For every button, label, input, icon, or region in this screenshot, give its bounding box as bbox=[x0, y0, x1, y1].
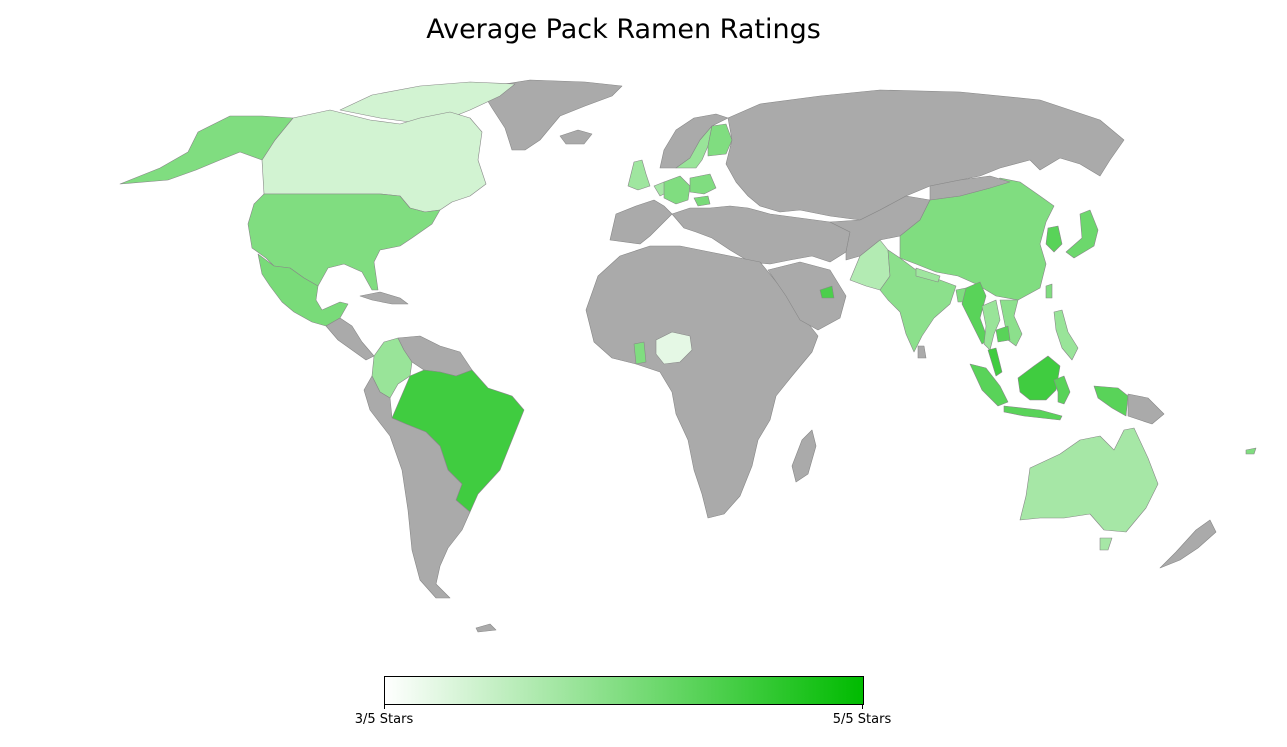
legend-tick-max bbox=[862, 704, 863, 709]
vietnam[interactable] bbox=[999, 299, 1023, 347]
japan[interactable] bbox=[1065, 209, 1099, 259]
legend-max-label: 5/5 Stars bbox=[832, 712, 892, 727]
africa[interactable] bbox=[585, 245, 819, 519]
nigeria[interactable] bbox=[655, 331, 693, 365]
papua-new-guinea[interactable] bbox=[1127, 393, 1165, 425]
legend-tick-min bbox=[384, 704, 385, 709]
taiwan[interactable] bbox=[1045, 283, 1053, 299]
tasmania[interactable] bbox=[1099, 537, 1113, 551]
uae[interactable] bbox=[819, 285, 835, 299]
usa[interactable] bbox=[247, 193, 441, 291]
hungary[interactable] bbox=[693, 195, 711, 207]
russia[interactable] bbox=[725, 89, 1125, 221]
india[interactable] bbox=[879, 249, 957, 353]
legend-min-label: 3/5 Stars bbox=[354, 712, 414, 727]
cambodia[interactable] bbox=[995, 325, 1011, 343]
australia[interactable] bbox=[1019, 427, 1159, 533]
madagascar[interactable] bbox=[791, 429, 817, 483]
uk[interactable] bbox=[627, 159, 651, 191]
western-europe[interactable] bbox=[609, 199, 673, 245]
caribbean[interactable] bbox=[359, 291, 409, 305]
fiji[interactable] bbox=[1245, 447, 1257, 455]
map-title: Average Pack Ramen Ratings bbox=[426, 14, 821, 45]
southern-islands[interactable] bbox=[475, 623, 497, 633]
ghana[interactable] bbox=[633, 341, 647, 365]
finland[interactable] bbox=[707, 123, 733, 157]
nepal[interactable] bbox=[915, 267, 941, 283]
mongolia[interactable] bbox=[929, 175, 1011, 201]
sri-lanka[interactable] bbox=[917, 345, 927, 359]
borneo[interactable] bbox=[1017, 355, 1061, 401]
philippines[interactable] bbox=[1053, 309, 1079, 361]
new-zealand[interactable] bbox=[1159, 519, 1217, 569]
eastern-europe[interactable] bbox=[671, 205, 851, 265]
color-scale-legend bbox=[384, 676, 864, 705]
iceland[interactable] bbox=[559, 129, 593, 145]
south-america-rest[interactable] bbox=[363, 375, 471, 599]
poland[interactable] bbox=[689, 173, 717, 195]
canada-arctic[interactable] bbox=[339, 81, 516, 123]
sulawesi[interactable] bbox=[1053, 375, 1071, 405]
mexico[interactable] bbox=[257, 253, 349, 327]
malaysia[interactable] bbox=[987, 347, 1003, 377]
sumatra[interactable] bbox=[969, 363, 1009, 407]
papua[interactable] bbox=[1093, 385, 1129, 417]
arabia[interactable] bbox=[767, 261, 847, 331]
korea[interactable] bbox=[1045, 225, 1063, 253]
alaska[interactable] bbox=[119, 115, 294, 185]
central-america[interactable] bbox=[325, 317, 375, 361]
java[interactable] bbox=[1003, 405, 1063, 421]
germany[interactable] bbox=[663, 175, 691, 205]
greenland[interactable] bbox=[479, 79, 623, 151]
thailand[interactable] bbox=[981, 299, 1001, 351]
